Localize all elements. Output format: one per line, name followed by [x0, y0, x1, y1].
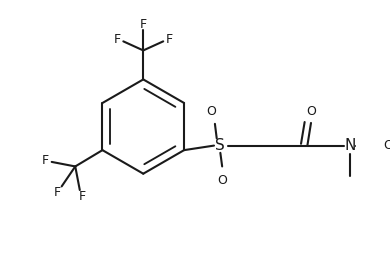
- Text: O: O: [206, 105, 216, 118]
- Text: F: F: [140, 18, 147, 31]
- Text: O: O: [217, 173, 227, 187]
- Text: F: F: [166, 33, 173, 46]
- Text: F: F: [53, 186, 61, 199]
- Text: N: N: [344, 138, 356, 153]
- Text: O: O: [383, 139, 390, 152]
- Text: F: F: [42, 154, 49, 167]
- Text: F: F: [79, 190, 86, 203]
- Text: O: O: [306, 105, 316, 118]
- Text: F: F: [113, 33, 121, 46]
- Text: S: S: [216, 138, 225, 153]
